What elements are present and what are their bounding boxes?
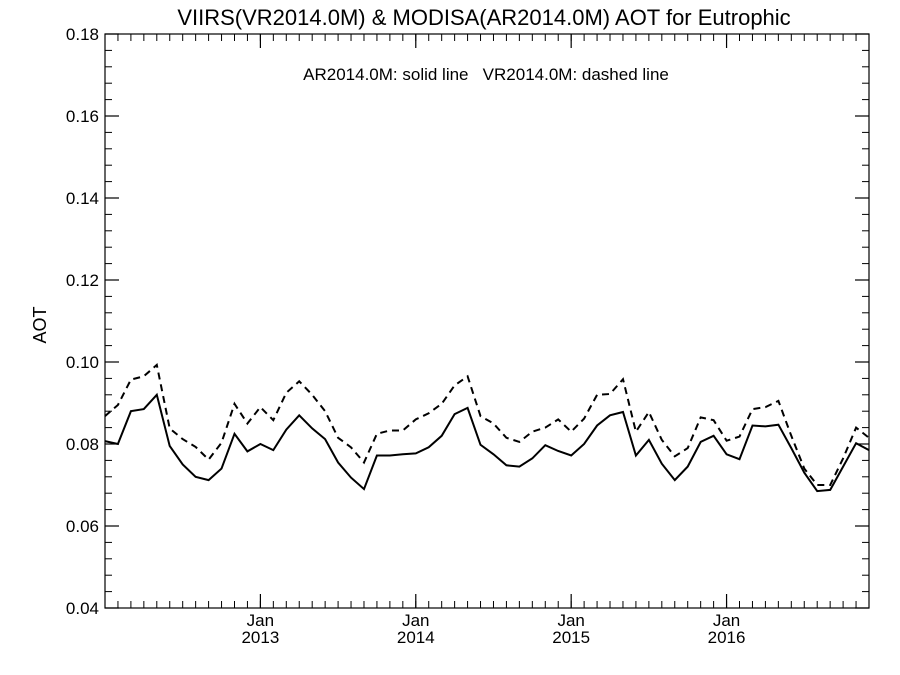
x-tick-label-year: 2016 bbox=[708, 628, 746, 647]
y-axis-ticks: 0.04 0.06 0.08 0.10 0.12 0.14 0.16 0.18 bbox=[66, 25, 869, 618]
y-tick-label: 0.14 bbox=[66, 189, 99, 208]
x-tick-label-month: Jan bbox=[557, 611, 584, 630]
y-tick-label: 0.18 bbox=[66, 25, 99, 44]
y-tick-label: 0.16 bbox=[66, 107, 99, 126]
x-tick-label-year: 2013 bbox=[241, 628, 279, 647]
x-tick-label-year: 2015 bbox=[552, 628, 590, 647]
y-tick-label: 0.04 bbox=[66, 599, 99, 618]
x-tick-label-month: Jan bbox=[247, 611, 274, 630]
y-tick-label: 0.12 bbox=[66, 271, 99, 290]
series-layer bbox=[104, 363, 870, 493]
y-axis-label: AOT bbox=[30, 306, 50, 343]
series-line-dashed bbox=[104, 363, 870, 486]
y-tick-label: 0.08 bbox=[66, 435, 99, 454]
line-style-legend-note: AR2014.0M: solid line VR2014.0M: dashed … bbox=[303, 65, 669, 84]
plot-frame bbox=[104, 33, 870, 609]
x-tick-label-year: 2014 bbox=[397, 628, 435, 647]
chart-title: VIIRS(VR2014.0M) & MODISA(AR2014.0M) AOT… bbox=[177, 5, 790, 30]
x-tick-label-month: Jan bbox=[402, 611, 429, 630]
series-line-solid bbox=[104, 392, 870, 493]
x-tick-label-month: Jan bbox=[713, 611, 740, 630]
y-tick-label: 0.06 bbox=[66, 517, 99, 536]
y-tick-label: 0.10 bbox=[66, 353, 99, 372]
